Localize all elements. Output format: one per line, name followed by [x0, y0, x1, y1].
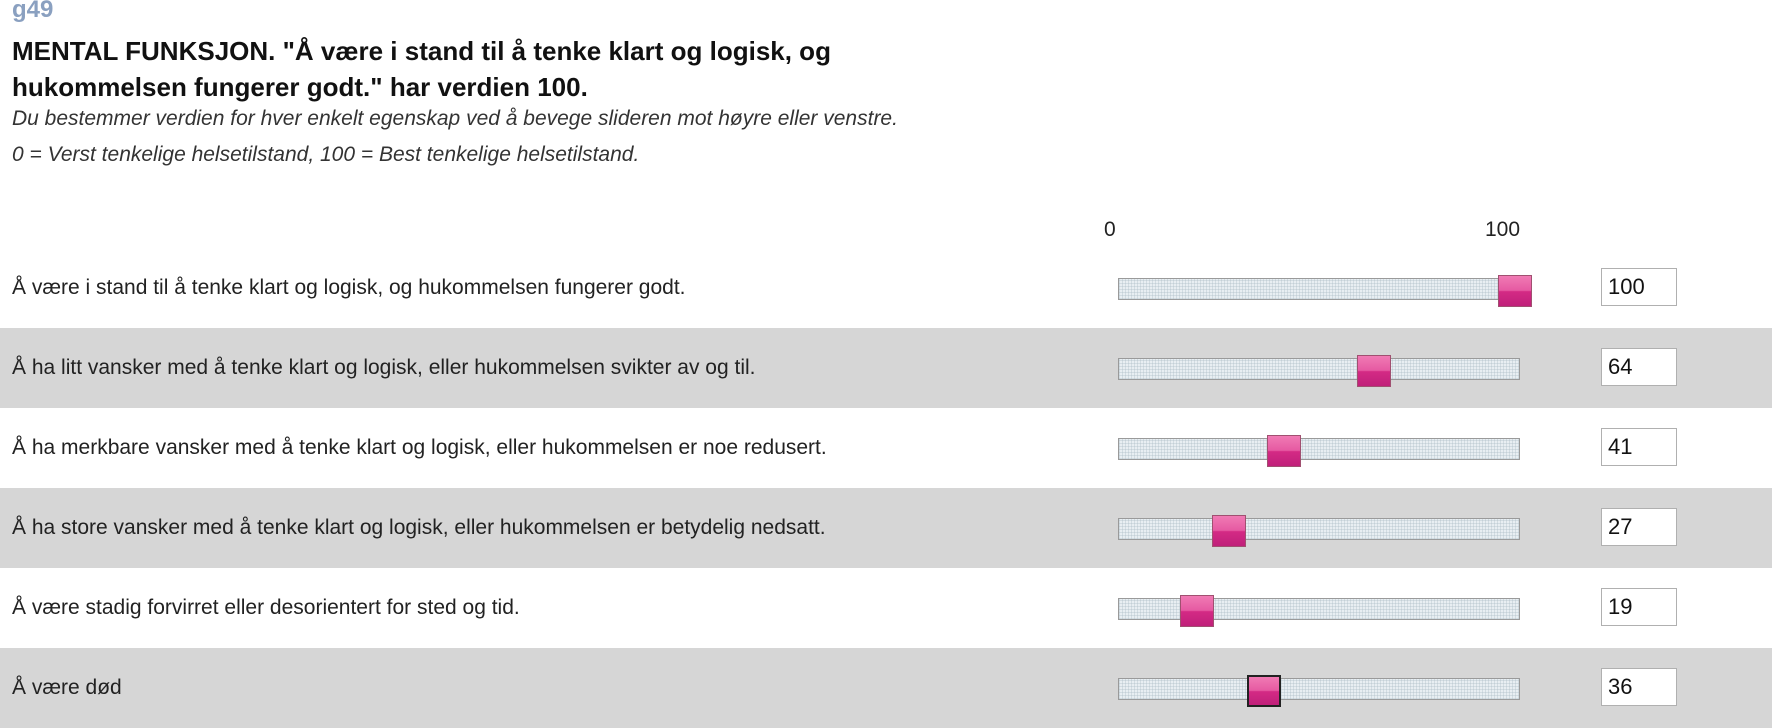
slider-track[interactable] — [1118, 355, 1520, 387]
slider-row: Å ha merkbare vansker med å tenke klart … — [0, 408, 1772, 488]
scale-max-label: 100 — [1485, 218, 1521, 241]
value-input[interactable] — [1601, 348, 1677, 386]
question-id: g49 — [12, 0, 54, 23]
value-input[interactable] — [1601, 668, 1677, 706]
slider-row: Å være død — [0, 648, 1772, 728]
instruction-text: Du bestemmer verdien for hver enkelt ege… — [12, 107, 898, 130]
slider-track[interactable] — [1118, 515, 1520, 547]
row-label: Å være stadig forvirret eller desoriente… — [12, 596, 520, 619]
slider-thumb[interactable] — [1180, 595, 1215, 627]
slider-track[interactable] — [1118, 675, 1520, 707]
slider-row: Å ha store vansker med å tenke klart og … — [0, 488, 1772, 568]
question-title: MENTAL FUNKSJON. "Å være i stand til å t… — [12, 36, 831, 102]
scale-min-label: 0 — [1104, 218, 1116, 241]
row-label: Å være i stand til å tenke klart og logi… — [12, 276, 686, 299]
slider-thumb[interactable] — [1247, 675, 1282, 707]
slider-row: Å være stadig forvirret eller desoriente… — [0, 568, 1772, 648]
row-label: Å ha merkbare vansker med å tenke klart … — [12, 436, 827, 459]
slider-thumb[interactable] — [1498, 275, 1532, 307]
value-input[interactable] — [1601, 588, 1677, 626]
slider-thumb[interactable] — [1356, 355, 1391, 387]
value-input[interactable] — [1601, 428, 1677, 466]
row-label: Å ha litt vansker med å tenke klart og l… — [12, 356, 756, 379]
slider-row: Å være i stand til å tenke klart og logi… — [0, 248, 1772, 328]
slider-thumb[interactable] — [1266, 435, 1301, 467]
slider-row: Å ha litt vansker med å tenke klart og l… — [0, 328, 1772, 408]
scale-note: 0 = Verst tenkelige helsetilstand, 100 =… — [12, 143, 640, 166]
slider-track[interactable] — [1118, 275, 1532, 307]
value-input[interactable] — [1601, 508, 1677, 546]
slider-track[interactable] — [1118, 595, 1520, 627]
slider-thumb[interactable] — [1211, 515, 1246, 547]
row-label: Å være død — [12, 676, 122, 699]
row-label: Å ha store vansker med å tenke klart og … — [12, 516, 826, 539]
slider-track[interactable] — [1118, 435, 1520, 467]
value-input[interactable] — [1601, 268, 1677, 306]
